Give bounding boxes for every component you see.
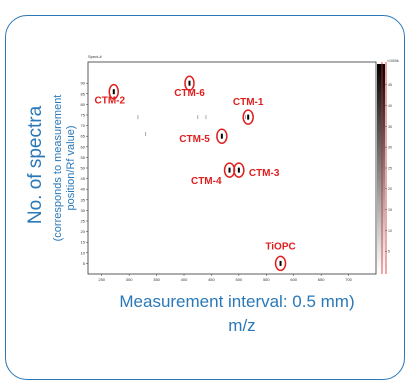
x-tick-label-400: 400 (181, 277, 188, 282)
spot-label-ctm-1: CTM-1 (233, 97, 264, 108)
colorbar-ticks: 5 10 15 20 25 30 35 40 45 (385, 83, 392, 254)
spot-circle-ctm-5 (216, 128, 228, 144)
y-tick-label-10: 10 (81, 250, 86, 255)
colorbar-tick-label-15: 15 (388, 208, 392, 212)
plot-title: Spect-# (88, 54, 103, 59)
y-tick-label-25: 25 (81, 219, 86, 224)
x-tick-label-250: 250 (98, 277, 105, 282)
x-axis-title-line-2: m/z (228, 316, 256, 335)
x-tick-label-450: 450 (208, 277, 215, 282)
spot-label-ctm-2: CTM-2 (95, 96, 126, 107)
spot-ctm-2 (112, 89, 115, 95)
x-tick-label-300: 300 (126, 277, 133, 282)
spot-ctm-6 (188, 80, 191, 86)
spot-ctm-1 (247, 114, 250, 120)
spot-circle-ctm-3 (233, 162, 245, 178)
x-tick-label-550: 550 (263, 277, 270, 282)
x-axis-title-line-1: Measurement interval: 0.5 mm) (119, 292, 355, 311)
colorbar-tick-label-45: 45 (388, 83, 392, 87)
y-tick-label-60: 60 (81, 144, 86, 149)
spot-circle-ctm-6 (184, 75, 195, 91)
y-axis-ticks: 5 10 15 20 25 30 35 40 45 50 55 60 65 70 75 80 85 90 (81, 81, 88, 266)
y-tick-label-75: 75 (81, 113, 86, 118)
x-tick-label-650: 650 (318, 277, 325, 282)
y-tick-label-70: 70 (81, 123, 86, 128)
spot-label-ctm-3: CTM-3 (249, 168, 280, 179)
y-tick-label-15: 15 (81, 240, 86, 245)
faint-spot-1 (137, 115, 139, 120)
colorbar-unit: ×1000k (387, 59, 399, 63)
spot-label-tiopc: TiOPC (265, 241, 295, 252)
x-tick-label-700: 700 (345, 277, 352, 282)
spot-circle-tiopc (274, 255, 287, 272)
faint-spot-4 (205, 115, 207, 120)
spot-label-ctm-5: CTM-5 (179, 134, 210, 145)
compound-spots: CTM-2 CTM-6 CTM-1 CTM-5 CTM-4 CTM-3 TiOPC (95, 75, 296, 272)
y-tick-label-40: 40 (81, 187, 86, 192)
colorbar-tick-label-40: 40 (388, 104, 392, 108)
colorbar-tick-label-10: 10 (388, 229, 392, 233)
spot-tiopc (279, 260, 282, 266)
spot-ctm-3 (237, 167, 240, 173)
y-tick-label-45: 45 (81, 176, 86, 181)
spot-circle-ctm-2 (108, 83, 120, 100)
colorbar-tick-label-30: 30 (388, 146, 392, 150)
plot-area (87, 61, 377, 275)
spot-label-ctm-4: CTM-4 (191, 176, 222, 187)
spot-ctm-4 (228, 167, 231, 173)
y-tick-label-35: 35 (81, 197, 86, 202)
faint-spot-3 (197, 115, 199, 120)
spot-ctm-5 (220, 133, 223, 139)
x-tick-label-600: 600 (290, 277, 297, 282)
y-tick-label-65: 65 (81, 134, 86, 139)
colorbar-tick-label-35: 35 (388, 125, 392, 129)
colorbar-tick-label-20: 20 (388, 187, 392, 191)
y-tick-label-5: 5 (83, 261, 86, 266)
colorbar (377, 64, 385, 272)
spot-label-ctm-6: CTM-6 (174, 88, 205, 99)
x-tick-label-500: 500 (236, 277, 243, 282)
spot-circle-ctm-1 (242, 109, 254, 125)
colorbar-tick-label-25: 25 (388, 166, 392, 170)
y-tick-label-30: 30 (81, 208, 86, 213)
faint-spots (137, 115, 246, 137)
y-tick-label-55: 55 (81, 155, 86, 160)
y-tick-label-20: 20 (81, 229, 86, 234)
x-axis-ticks: 250 300 350 400 450 500 550 600 650 700 (98, 274, 353, 282)
y-tick-label-80: 80 (81, 102, 86, 107)
y-tick-label-90: 90 (81, 81, 86, 86)
faint-spot-5 (244, 115, 246, 120)
x-tick-label-350: 350 (153, 277, 160, 282)
y-tick-label-50: 50 (81, 166, 86, 171)
y-tick-label-85: 85 (81, 91, 86, 96)
colorbar-tick-label-5: 5 (388, 250, 390, 254)
faint-spot-2 (145, 132, 147, 137)
